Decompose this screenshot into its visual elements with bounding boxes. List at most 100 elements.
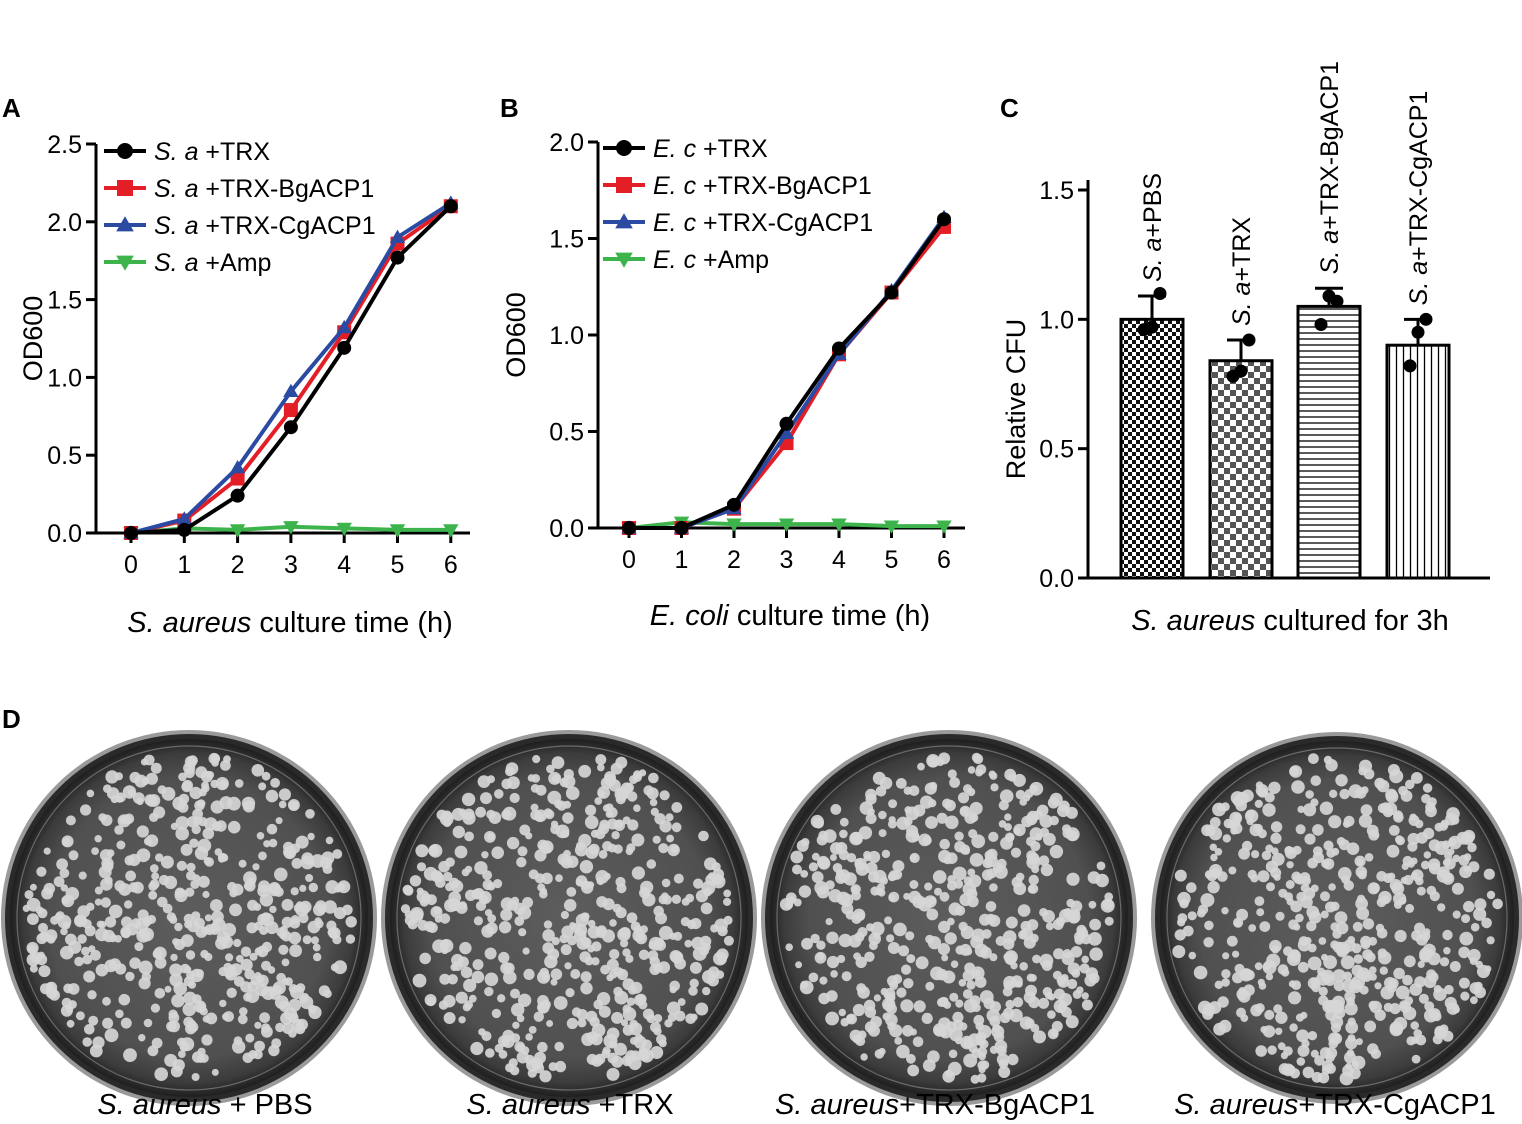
plate-inner-edge [16,745,362,1091]
colony [258,782,267,791]
colony [895,778,907,789]
colony [439,913,451,924]
colony [45,986,58,999]
colony [484,947,497,960]
colony [1013,882,1027,896]
colony [816,940,826,950]
colony [1217,996,1229,1008]
colony [29,883,37,891]
x-tick-label: 4 [337,551,351,579]
colony [1425,801,1436,813]
colony [1203,937,1214,948]
colony [220,853,229,862]
colony [254,1021,262,1029]
plate-label-rest: +TRX [591,1089,674,1121]
colony [704,857,717,871]
colony [849,1029,862,1042]
colony [570,969,581,979]
colony [814,951,827,964]
colony [1006,833,1015,842]
colony [1295,824,1306,835]
colony [439,973,451,985]
colony [1275,1011,1288,1024]
data-point [389,229,406,243]
colony [929,781,938,791]
colony [567,935,577,946]
colony [1440,819,1450,829]
colony [289,944,302,958]
colony [266,823,278,835]
colony [1273,873,1281,881]
colony [1028,996,1040,1009]
colony [633,804,641,812]
colony [150,762,162,774]
colony [117,814,131,828]
category-label: S. a+TRX-CgACP1 [1405,91,1433,306]
colony [244,969,255,980]
x-axis-label-rest: culture time (h) [251,607,452,639]
colony [936,812,948,824]
plate-label-italic: S. aureus [1174,1089,1298,1121]
colony [785,943,793,951]
colony [992,1024,1001,1033]
colony [1444,858,1456,870]
colony [29,964,38,973]
colony [962,1037,974,1049]
colony [124,900,133,909]
legend-entry-italic: E. c [653,135,697,163]
colony [1060,974,1069,982]
colony [546,764,555,774]
colony [345,916,357,928]
colony [510,896,520,906]
colony [934,887,942,896]
colony [481,924,495,938]
colony [1004,950,1018,964]
colony [698,830,709,842]
data-point [727,497,741,512]
colony [68,1000,77,1009]
colony [170,1065,183,1078]
colony [550,968,563,981]
colony [491,846,505,859]
colony [653,1027,662,1036]
colony [419,897,429,907]
colony [635,932,648,945]
colony [256,832,265,840]
colony [1399,1001,1412,1013]
colony [470,1041,484,1056]
colony [855,956,867,968]
colony [1026,836,1036,847]
colony [1325,1052,1335,1063]
colony [1004,823,1012,832]
colony [943,856,952,865]
colony [1283,946,1293,957]
data-point [883,520,900,534]
colony [1296,1057,1306,1066]
colony [525,1033,533,1041]
colony [206,771,215,779]
plate-inner-edge [1166,747,1508,1089]
legend-entry-italic: S. a [154,175,199,203]
colony [535,784,547,796]
colony [954,831,964,841]
panel-label-a: A [2,93,21,123]
colony [998,1058,1009,1069]
colony [785,892,797,904]
colony [1012,773,1026,787]
colony [1326,1002,1336,1013]
colony [648,772,659,784]
colony [700,902,713,915]
colony [1209,843,1218,851]
colony [100,897,112,908]
legend-entry-italic: E. c [653,209,697,237]
data-point [177,522,192,537]
replicate-point [1242,333,1256,347]
colony [1374,777,1386,789]
colony [1076,986,1084,994]
colony [689,961,702,974]
colony [560,910,570,920]
colony [66,1019,75,1028]
colony [800,870,809,878]
colony [168,1020,181,1033]
colony [308,882,318,893]
